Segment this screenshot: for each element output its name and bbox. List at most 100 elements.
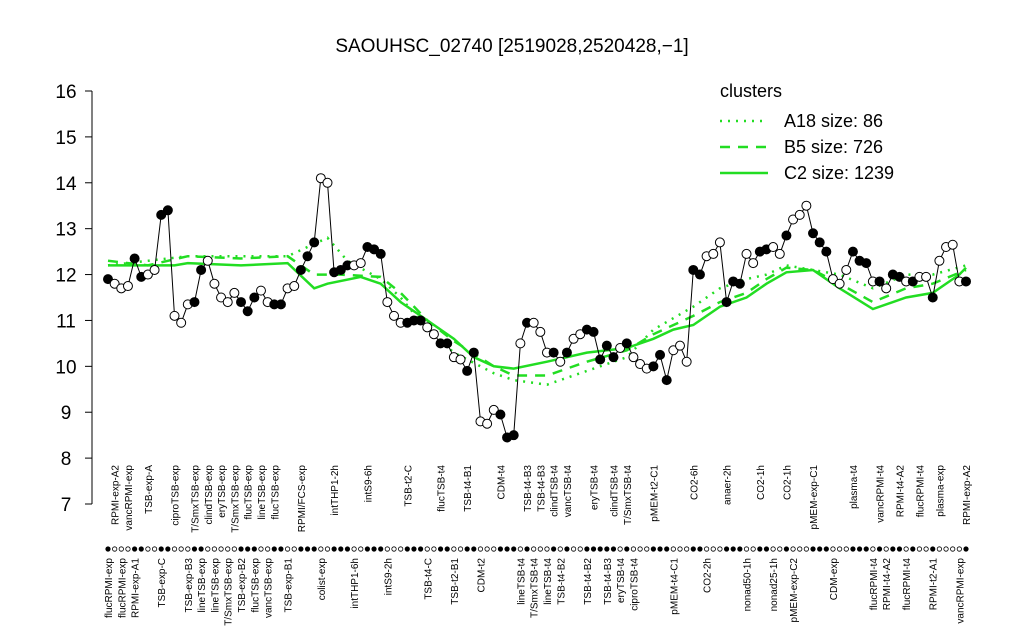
sample-dot	[351, 546, 357, 552]
sample-dot	[371, 546, 377, 552]
sample-dot	[298, 546, 304, 552]
legend-label: C2 size: 1239	[784, 163, 894, 183]
sample-dot	[570, 546, 577, 552]
y-tick-label: 13	[55, 220, 76, 241]
sample-dot	[650, 546, 656, 552]
data-point	[455, 354, 466, 365]
sample-dot	[557, 546, 563, 552]
sample-dot	[138, 546, 144, 552]
x-tick-label: nonad50-1h	[743, 558, 754, 611]
sample-dot	[404, 546, 410, 552]
sample-dot	[364, 546, 370, 552]
sample-dot	[145, 546, 151, 552]
data-point	[681, 356, 692, 367]
sample-dot	[644, 546, 650, 552]
x-tick-label: vancTSB-exp	[264, 558, 275, 618]
data-point	[462, 365, 473, 376]
x-tick-label: CO2-2h	[703, 558, 714, 593]
data-point	[249, 292, 260, 303]
sample-dot	[690, 546, 696, 552]
x-tick-label: T/SmxTSB-exp	[190, 465, 201, 533]
sample-dot	[810, 546, 816, 552]
sample-dot	[304, 546, 311, 552]
x-tick-label: plasma-exp	[935, 465, 946, 517]
data-point	[808, 228, 819, 239]
x-tick-label: RPMI-exp-A2	[111, 465, 122, 525]
data-point	[535, 326, 546, 337]
sample-dot	[511, 546, 517, 552]
x-tick-label: CDM-t4	[496, 465, 507, 500]
x-tick-label: T/SmxTSB-t4	[623, 465, 634, 525]
data-point	[289, 281, 300, 292]
sample-dot	[205, 546, 211, 552]
sample-dot	[850, 546, 856, 552]
x-tick-label: T/SmxTSB-t4	[530, 558, 541, 618]
data-point	[322, 177, 333, 188]
data-point	[382, 297, 393, 308]
x-tick-label: lineTSB-exp	[210, 558, 221, 613]
sample-dot	[218, 546, 224, 552]
data-point	[661, 375, 672, 386]
data-point	[202, 255, 213, 266]
sample-dot	[710, 546, 716, 552]
x-tick-label: TSB-t4-B3	[536, 465, 547, 512]
sample-dot	[584, 546, 590, 552]
sample-dot	[118, 546, 124, 552]
sample-dot	[883, 546, 889, 552]
sample-dot	[424, 546, 430, 552]
sample-dot	[311, 546, 317, 552]
sample-dot	[723, 546, 730, 552]
sample-dot	[803, 546, 809, 552]
sample-dot	[677, 546, 683, 552]
x-tick-label: ciproTSB-exp	[171, 465, 182, 526]
x-tick-label: anaer-2h	[723, 465, 734, 505]
data-point	[748, 258, 759, 269]
sample-dot	[750, 546, 756, 552]
sample-dot	[344, 546, 351, 552]
x-tick-label: flucRPMI-exp	[117, 558, 128, 618]
data-point	[821, 246, 832, 257]
data-point	[801, 200, 812, 211]
x-tick-label: flucTSB-exp	[244, 465, 255, 520]
sample-dot	[278, 546, 284, 552]
sample-dot	[790, 546, 796, 552]
sample-dot	[411, 546, 417, 552]
data-point	[169, 310, 180, 321]
x-tick-label: TSB-exp-B3	[184, 558, 195, 613]
sample-dot	[624, 546, 630, 552]
sample-dot	[797, 546, 803, 552]
data-point	[508, 430, 519, 441]
x-tick-label: flucRPMI-t4	[915, 465, 926, 518]
sample-dot	[178, 546, 184, 552]
data-point	[162, 205, 173, 216]
sample-dot	[856, 546, 863, 552]
data-point	[295, 264, 306, 275]
x-tick-label: clindTSB-t4	[550, 465, 561, 517]
sample-dot	[338, 546, 344, 552]
sample-dot	[837, 546, 843, 552]
sample-dot	[225, 546, 231, 552]
sample-dot	[544, 546, 550, 552]
cluster-line	[107, 254, 967, 377]
x-tick-label: pMEM-exp-C1	[809, 465, 820, 530]
data-point	[628, 352, 639, 363]
sample-dot	[245, 546, 251, 552]
sample-dot	[211, 546, 218, 552]
data-point	[302, 251, 313, 262]
sample-dot	[670, 546, 676, 552]
sample-dot	[637, 546, 643, 552]
data-point	[814, 237, 825, 248]
x-tick-label: flucTSB-t4	[437, 465, 448, 512]
sample-dot	[504, 546, 510, 552]
x-tick-label: lineTSB-t4	[543, 558, 554, 605]
sample-dot	[258, 546, 264, 552]
x-tick-label: TSB-exp-A	[144, 465, 155, 514]
sample-dot	[531, 546, 537, 552]
data-point	[881, 283, 892, 294]
data-point	[482, 418, 493, 429]
x-tick-label: vancRPMI-t4	[876, 465, 887, 523]
sample-dot	[783, 546, 790, 552]
x-tick-label: TSB-t2-B1	[450, 558, 461, 605]
sample-dot	[444, 546, 450, 552]
